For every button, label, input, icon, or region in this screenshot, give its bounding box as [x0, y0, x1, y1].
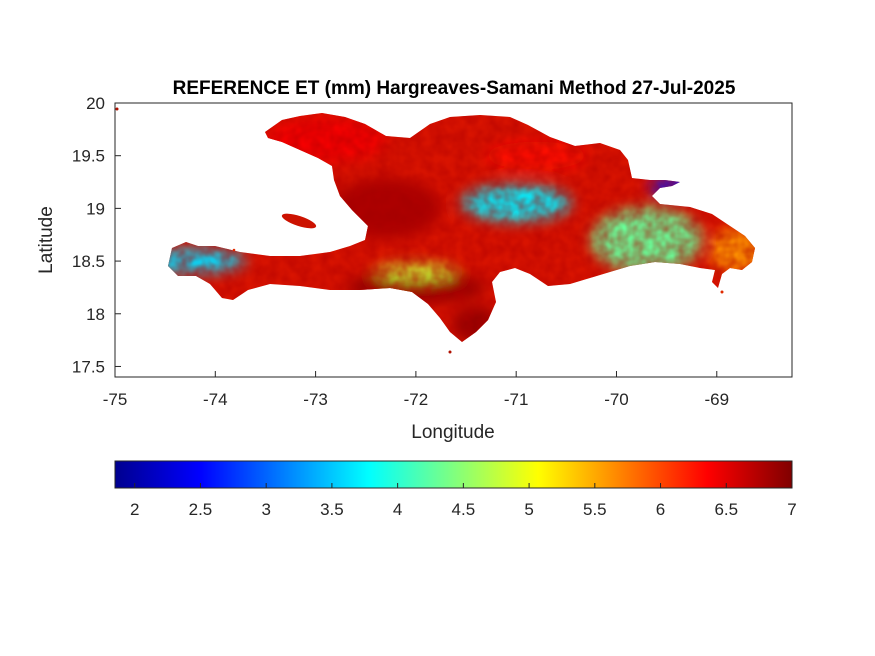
x-tick-label: -69	[704, 390, 729, 409]
x-tick-label: -70	[604, 390, 629, 409]
x-tick-label: -71	[504, 390, 529, 409]
y-tick-label: 18	[86, 305, 105, 324]
islet	[232, 248, 236, 252]
y-axis-label: Latitude	[36, 206, 57, 274]
colorbar	[114, 460, 793, 489]
islet	[448, 350, 452, 354]
colorbar-tick-label: 4	[393, 500, 402, 519]
colorbar-tick-label: 5.5	[583, 500, 607, 519]
x-tick-label: -74	[203, 390, 228, 409]
x-tick-label: -75	[103, 390, 128, 409]
colorbar-tick-label: 5	[524, 500, 533, 519]
gonave-island	[281, 213, 317, 229]
islet	[720, 290, 724, 294]
colorbar-tick-label: 4.5	[452, 500, 476, 519]
colorbar-tick-label: 3.5	[320, 500, 344, 519]
colorbar-tick-label: 3	[261, 500, 270, 519]
y-tick-label: 18.5	[72, 252, 105, 271]
colorbar-tick-label: 6	[656, 500, 665, 519]
y-tick-label: 19.5	[72, 147, 105, 166]
x-axis-ticks: -75 -74 -73 -72 -71 -70 -69	[103, 371, 729, 409]
chart-title: REFERENCE ET (mm) Hargreaves-Samani Meth…	[173, 78, 736, 99]
y-tick-label: 20	[86, 94, 105, 113]
colorbar-tick-label: 6.5	[714, 500, 738, 519]
colorbar-tick-label: 2.5	[189, 500, 213, 519]
x-tick-label: -72	[404, 390, 429, 409]
y-axis-ticks: 20 19.5 19 18.5 18 17.5	[72, 94, 121, 376]
x-tick-label: -73	[303, 390, 328, 409]
y-tick-label: 19	[86, 199, 105, 218]
y-tick-label: 17.5	[72, 357, 105, 376]
colorbar-ticks: 2 2.5 3 3.5 4 4.5 5 5.5 6 6.5 7	[130, 483, 797, 519]
colorbar-tick-label: 2	[130, 500, 139, 519]
islet	[115, 107, 119, 111]
x-axis-label: Longitude	[411, 422, 494, 443]
colorbar-tick-label: 7	[787, 500, 796, 519]
